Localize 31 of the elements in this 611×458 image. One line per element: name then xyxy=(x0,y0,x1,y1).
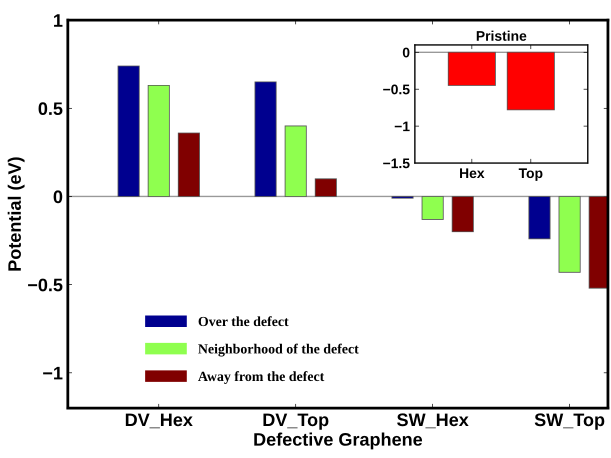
x-tick-label: SW_Top xyxy=(534,413,604,430)
bar xyxy=(254,81,277,197)
y-tick-label: 0 xyxy=(402,48,410,58)
legend-label: Over the defect xyxy=(198,316,289,326)
y-tick-label: −0.5 xyxy=(383,84,410,94)
bar xyxy=(118,66,140,197)
bar xyxy=(284,126,307,197)
chart-title: Pristine xyxy=(476,30,526,41)
y-tick-label: 0.5 xyxy=(38,102,62,116)
x-axis-title: Defective Graphene xyxy=(254,432,422,450)
y-tick-label: 1 xyxy=(54,14,62,27)
y-tick-label: −1 xyxy=(394,122,410,132)
y-tick-label: −0.5 xyxy=(28,278,62,292)
bar xyxy=(148,84,170,197)
bar xyxy=(452,196,474,232)
bar xyxy=(558,196,581,273)
legend-label: Away from the defect xyxy=(198,371,324,384)
y-tick-label: 0 xyxy=(54,190,62,204)
y-tick-label: −1.5 xyxy=(383,158,410,168)
bar xyxy=(178,132,200,197)
bar xyxy=(422,196,444,220)
y-axis-title: Potential (eV) xyxy=(8,157,25,271)
x-tick-label: DV_Hex xyxy=(126,414,193,428)
y-tick-label: −1 xyxy=(43,366,62,380)
x-tick-label: Hex xyxy=(460,168,484,178)
bar xyxy=(314,178,337,197)
bar xyxy=(528,196,551,240)
legend-label: Neighborhood of the defect xyxy=(198,344,359,356)
x-tick-label: Top xyxy=(518,168,542,181)
x-tick-label: DV_Top xyxy=(263,414,328,430)
x-tick-label: SW_Hex xyxy=(397,413,469,428)
